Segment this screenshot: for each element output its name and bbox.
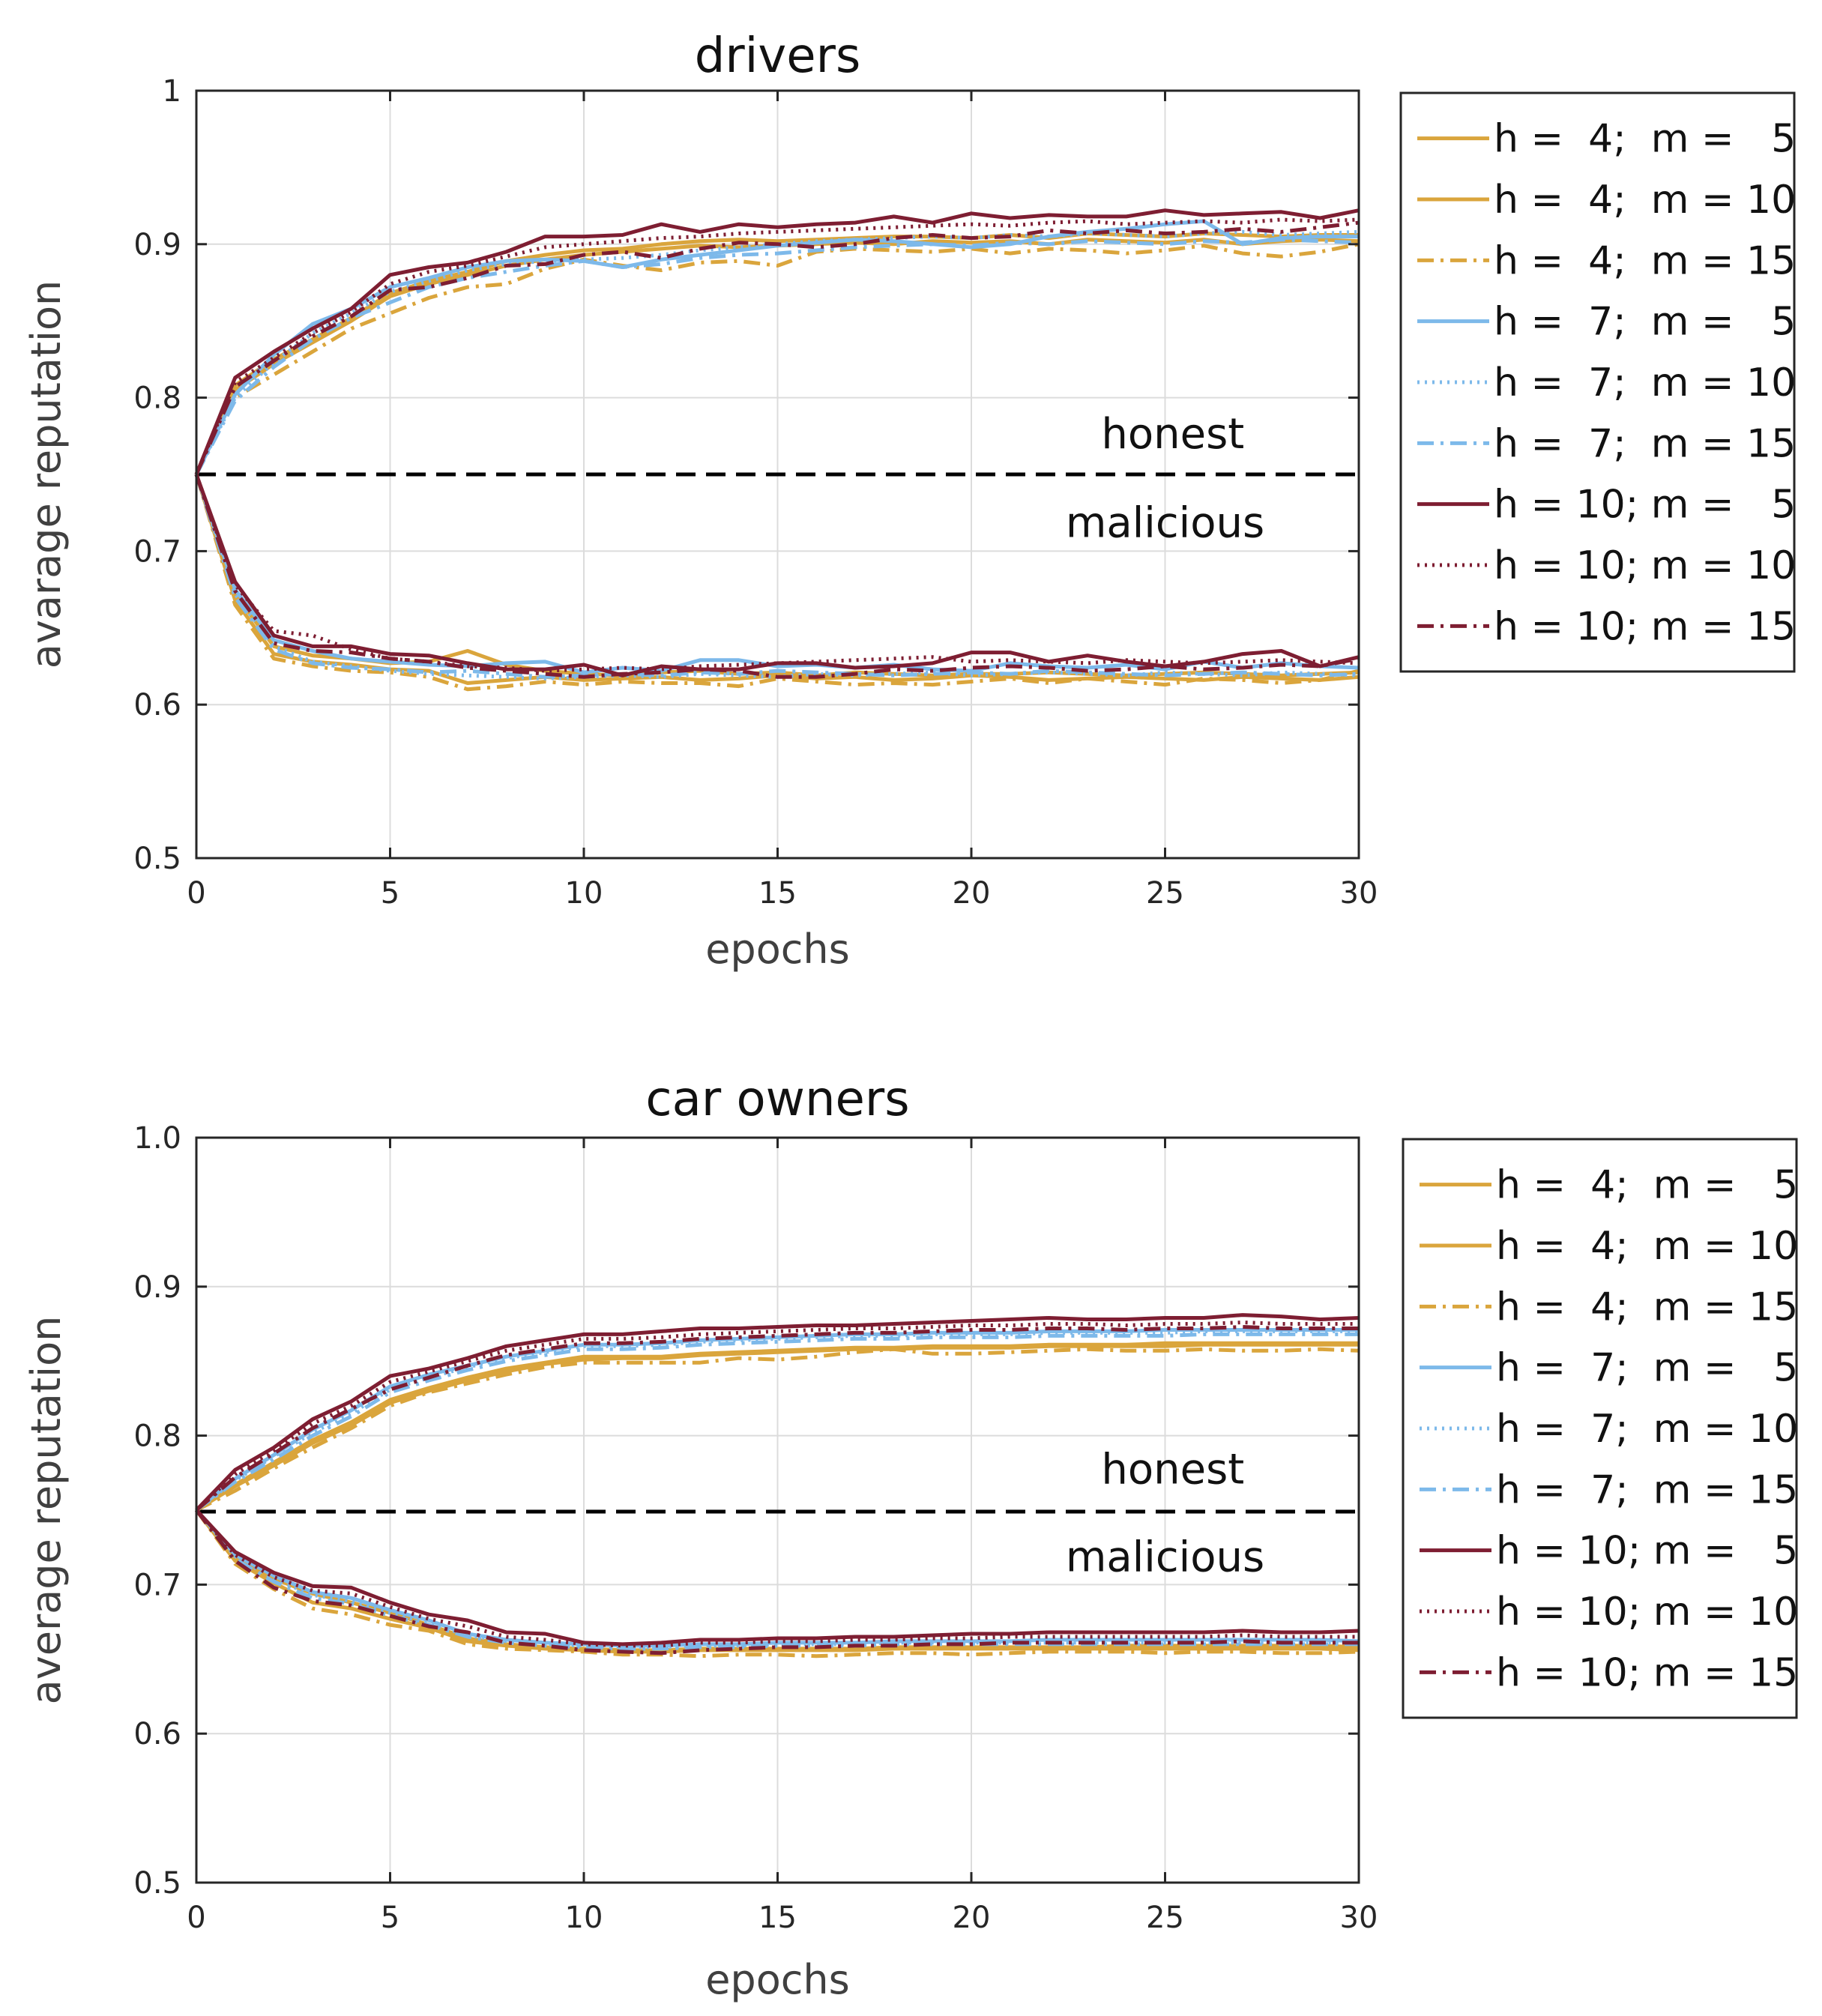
legend-box [1402, 1138, 1798, 1719]
y-tick-label: 0.8 [133, 381, 181, 416]
legend-label: h = 10; m = 5 [1494, 483, 1796, 528]
legend-label: h = 7; m = 15 [1494, 421, 1796, 466]
series-line-malicious-7 [195, 1509, 1360, 1647]
y-tick-label: 1 [163, 74, 181, 109]
legend-label: h = 10; m = 15 [1496, 1650, 1798, 1695]
y-tick-label: 0.6 [133, 1717, 181, 1751]
legend-label: h = 4; m = 5 [1496, 1163, 1798, 1208]
y-tick-label: 0.9 [133, 1270, 181, 1305]
x-tick-label: 0 [187, 876, 205, 911]
annotation-malicious: malicious [1066, 1533, 1264, 1582]
x-tick-label: 10 [565, 876, 603, 911]
x-axis-label: epochs [705, 926, 850, 973]
y-axis-label: average reputation [22, 1316, 70, 1705]
legend: h = 4; m = 5 h = 4; m = 10 h = 4; m = 15 h … [1402, 1138, 1798, 1719]
legend-label: h = 4; m = 15 [1494, 238, 1796, 283]
x-tick-label: 15 [758, 1901, 797, 1935]
y-tick-label: 0.7 [133, 1568, 181, 1602]
series-line-honest-7 [194, 208, 1360, 475]
series-line-honest-7 [195, 1313, 1360, 1512]
legend: h = 4; m = 5 h = 4; m = 10 h = 4; m = 15 h … [1399, 91, 1796, 673]
series-line-malicious-6 [194, 474, 1360, 679]
series-line-malicious-7 [194, 474, 1360, 677]
series-line-malicious-2 [195, 1509, 1360, 1654]
series-line-honest-3 [195, 1347, 1360, 1512]
legend-label: h = 10; m = 10 [1496, 1590, 1798, 1635]
series-line-honest-9 [194, 220, 1360, 476]
legend-label: h = 7; m = 5 [1496, 1346, 1798, 1391]
series-line-malicious-5 [195, 1509, 1359, 1650]
series-line-malicious-9 [195, 1509, 1359, 1656]
y-tick-label: 1.0 [133, 1121, 181, 1156]
chart-panel-2: 0 5 10 15 20 25 30 0.5 0.6 0.7 0.8 0.9 1.0 car owners… [22, 1072, 1798, 2003]
x-tick-label: 20 [953, 1901, 991, 1935]
chart-panel-1: 0 5 10 15 20 25 30 0.5 0.6 0.7 0.8 0.9 1 drivers epoch… [22, 28, 1796, 973]
legend-label: h = 10; m = 15 [1494, 604, 1796, 649]
series-line-honest-3 [194, 242, 1360, 476]
series-line-malicious-3 [194, 1509, 1360, 1659]
y-tick-label: 0.5 [133, 842, 181, 876]
series-line-malicious-8 [194, 474, 1360, 673]
chart-title: car owners [645, 1072, 909, 1127]
legend-label: h = 4; m = 15 [1496, 1285, 1798, 1330]
x-tick-label: 30 [1340, 1901, 1378, 1935]
series-line-honest-6 [194, 238, 1360, 476]
x-tick-label: 0 [187, 1901, 205, 1935]
y-tick-label: 0.8 [133, 1419, 181, 1454]
annotation-malicious: malicious [1066, 499, 1264, 548]
x-tick-label: 25 [1146, 876, 1184, 911]
series-line-honest-2 [195, 1342, 1359, 1512]
annotation-honest: honest [1101, 1445, 1244, 1494]
y-axis-label: avarage reputation [22, 280, 70, 669]
annotation-honest: honest [1101, 410, 1244, 459]
series-line-honest-8 [194, 217, 1360, 475]
x-tick-label: 5 [381, 1901, 399, 1935]
legend-label: h = 4; m = 10 [1496, 1224, 1798, 1269]
legend-label: h = 7; m = 5 [1494, 300, 1796, 345]
series-line-honest-1 [194, 232, 1359, 475]
x-tick-label: 10 [565, 1901, 603, 1935]
series-line-malicious-9 [194, 474, 1360, 679]
series-line-malicious-3 [194, 474, 1360, 692]
y-tick-label: 0.5 [133, 1866, 181, 1901]
series-line-honest-4 [195, 1328, 1359, 1512]
legend-label: h = 7; m = 10 [1494, 360, 1796, 405]
y-tick-label: 0.7 [133, 534, 181, 569]
x-tick-label: 15 [758, 876, 797, 911]
series-line-honest-8 [195, 1321, 1359, 1512]
x-tick-label: 5 [381, 876, 399, 911]
series-line-malicious-4 [194, 474, 1360, 674]
legend-label: h = 10; m = 5 [1496, 1529, 1798, 1574]
legend-label: h = 7; m = 15 [1496, 1467, 1798, 1512]
legend-label: h = 4; m = 10 [1494, 178, 1796, 223]
x-tick-label: 25 [1146, 1901, 1184, 1935]
legend-label: h = 10; m = 10 [1494, 543, 1796, 588]
series-line-malicious-8 [195, 1509, 1359, 1648]
legend-label: h = 7; m = 10 [1496, 1407, 1798, 1452]
y-tick-label: 0.9 [133, 228, 181, 262]
legend-label: h = 4; m = 5 [1494, 117, 1796, 162]
x-tick-label: 20 [953, 876, 991, 911]
x-tick-label: 30 [1340, 876, 1378, 911]
y-tick-label: 0.6 [133, 688, 181, 722]
chart-title: drivers [695, 28, 861, 84]
x-axis-label: epochs [705, 1956, 850, 2003]
legend-box [1399, 91, 1796, 673]
